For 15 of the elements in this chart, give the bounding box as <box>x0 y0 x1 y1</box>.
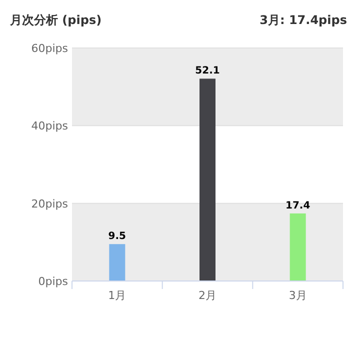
bar <box>290 213 306 281</box>
chart-title: 月次分析 (pips) <box>9 13 102 27</box>
y-tick-label: 0pips <box>38 275 68 288</box>
bar <box>200 78 216 281</box>
y-tick-label: 60pips <box>31 42 68 55</box>
data-label: 17.4 <box>285 200 310 212</box>
x-tick-label: 3月 <box>288 289 307 302</box>
x-tick-label: 1月 <box>108 289 126 302</box>
y-tick-label: 40pips <box>31 120 68 133</box>
chart-subtitle: 3月: 17.4pips <box>260 13 347 27</box>
data-label: 52.1 <box>195 66 220 77</box>
x-tick-label: 2月 <box>198 289 216 302</box>
y-tick-label: 20pips <box>31 197 68 210</box>
data-label: 9.5 <box>108 231 126 242</box>
bar <box>109 244 126 281</box>
